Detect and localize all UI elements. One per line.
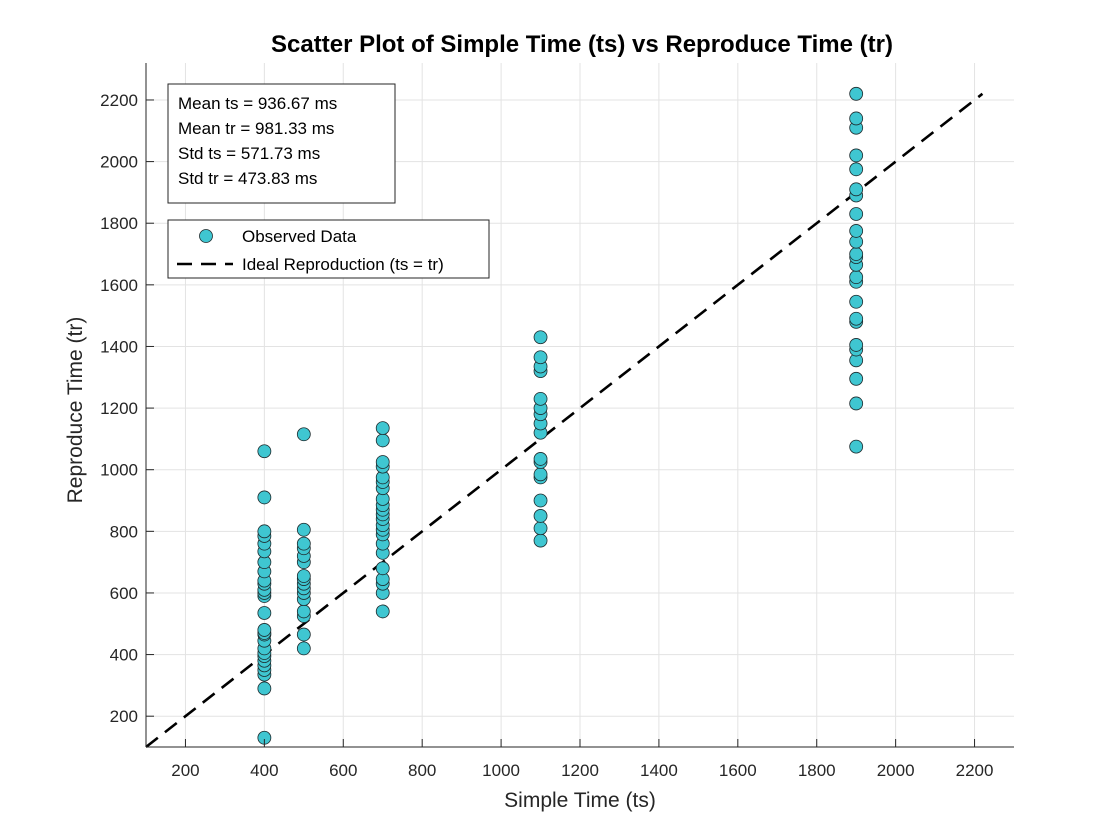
data-point (375, 433, 390, 448)
y-tick-label: 1600 (100, 276, 138, 295)
data-point (296, 641, 311, 656)
data-point (849, 224, 864, 238)
x-tick-label: 400 (250, 761, 278, 780)
x-tick-label: 1600 (719, 761, 757, 780)
data-point (257, 681, 272, 696)
stats-std-ts: Std ts = 571.73 ms (178, 144, 320, 163)
stats-std-tr: Std tr = 473.83 ms (178, 169, 317, 188)
data-point (849, 148, 864, 163)
x-tick-label: 1000 (482, 761, 520, 780)
data-point (257, 623, 272, 637)
data-point (375, 421, 390, 436)
data-point (257, 606, 272, 620)
data-point (533, 330, 548, 345)
y-tick-label: 400 (110, 646, 138, 665)
y-tick-label: 2000 (100, 153, 138, 172)
y-axis-label: Reproduce Time (tr) (64, 317, 87, 504)
data-point (375, 455, 390, 469)
data-point (533, 391, 548, 406)
data-point (257, 490, 272, 505)
x-tick-label: 2200 (956, 761, 994, 780)
data-point (533, 350, 548, 365)
data-point (849, 270, 864, 285)
data-point (296, 569, 311, 583)
ideal-reproduction-line (145, 92, 984, 749)
data-point (533, 467, 548, 482)
data-point (533, 521, 548, 536)
y-tick-label: 1200 (100, 399, 138, 418)
data-point (849, 182, 864, 197)
legend-label-observed: Observed Data (242, 227, 357, 246)
data-point (849, 86, 864, 101)
data-point (849, 311, 864, 326)
x-tick-label: 600 (329, 761, 357, 780)
data-points (257, 86, 864, 745)
stats-box-frame (167, 83, 396, 204)
data-point (296, 536, 311, 551)
y-tick-label: 800 (110, 522, 138, 541)
y-tick-label: 1800 (100, 214, 138, 233)
data-point (375, 561, 390, 576)
legend: Observed Data Ideal Reproduction (ts = t… (167, 219, 490, 279)
data-point (849, 247, 864, 261)
data-point (849, 111, 864, 126)
y-tick-label: 600 (110, 584, 138, 603)
data-point (533, 452, 548, 466)
x-tick-label: 1400 (640, 761, 678, 780)
y-tick-label: 1400 (100, 337, 138, 356)
legend-marker-observed (199, 229, 213, 243)
x-axis-label: Simple Time (ts) (504, 789, 656, 812)
stats-box: Mean ts = 936.67 ms Mean tr = 981.33 ms … (167, 83, 396, 204)
x-tick-label: 2000 (877, 761, 915, 780)
data-point (849, 338, 864, 352)
data-point (849, 371, 864, 386)
data-point (533, 509, 548, 523)
stats-mean-ts: Mean ts = 936.67 ms (178, 94, 337, 113)
y-tick-label: 2200 (100, 91, 138, 110)
x-tick-label: 1200 (561, 761, 599, 780)
stats-mean-tr: Mean tr = 981.33 ms (178, 119, 334, 138)
x-tick-label: 200 (171, 761, 199, 780)
data-point (257, 444, 272, 459)
data-point (533, 533, 548, 548)
data-point (257, 524, 272, 539)
x-tick-label: 800 (408, 761, 436, 780)
y-tick-label: 200 (110, 707, 138, 726)
tick-labels: 200 400 600 800 1000 1200 1400 1600 1800 2000 2200… (100, 91, 993, 780)
data-point (849, 439, 864, 454)
x-tick-label: 1800 (798, 761, 836, 780)
data-point (296, 522, 311, 537)
data-point (375, 604, 390, 619)
data-point (849, 294, 864, 309)
data-point (849, 396, 864, 411)
data-point (849, 162, 864, 177)
axes (145, 63, 1014, 748)
chart-title: Scatter Plot of Simple Time (ts) vs Repr… (271, 31, 893, 58)
data-point (296, 627, 311, 642)
y-tick-label: 1000 (100, 461, 138, 480)
data-point (533, 493, 548, 508)
data-point (296, 604, 311, 619)
data-point (849, 207, 864, 221)
grid (146, 63, 1014, 747)
legend-label-ideal: Ideal Reproduction (ts = tr) (242, 255, 444, 274)
legend-frame (167, 219, 490, 279)
ideal-line-layer (145, 92, 984, 749)
data-point (296, 427, 311, 442)
